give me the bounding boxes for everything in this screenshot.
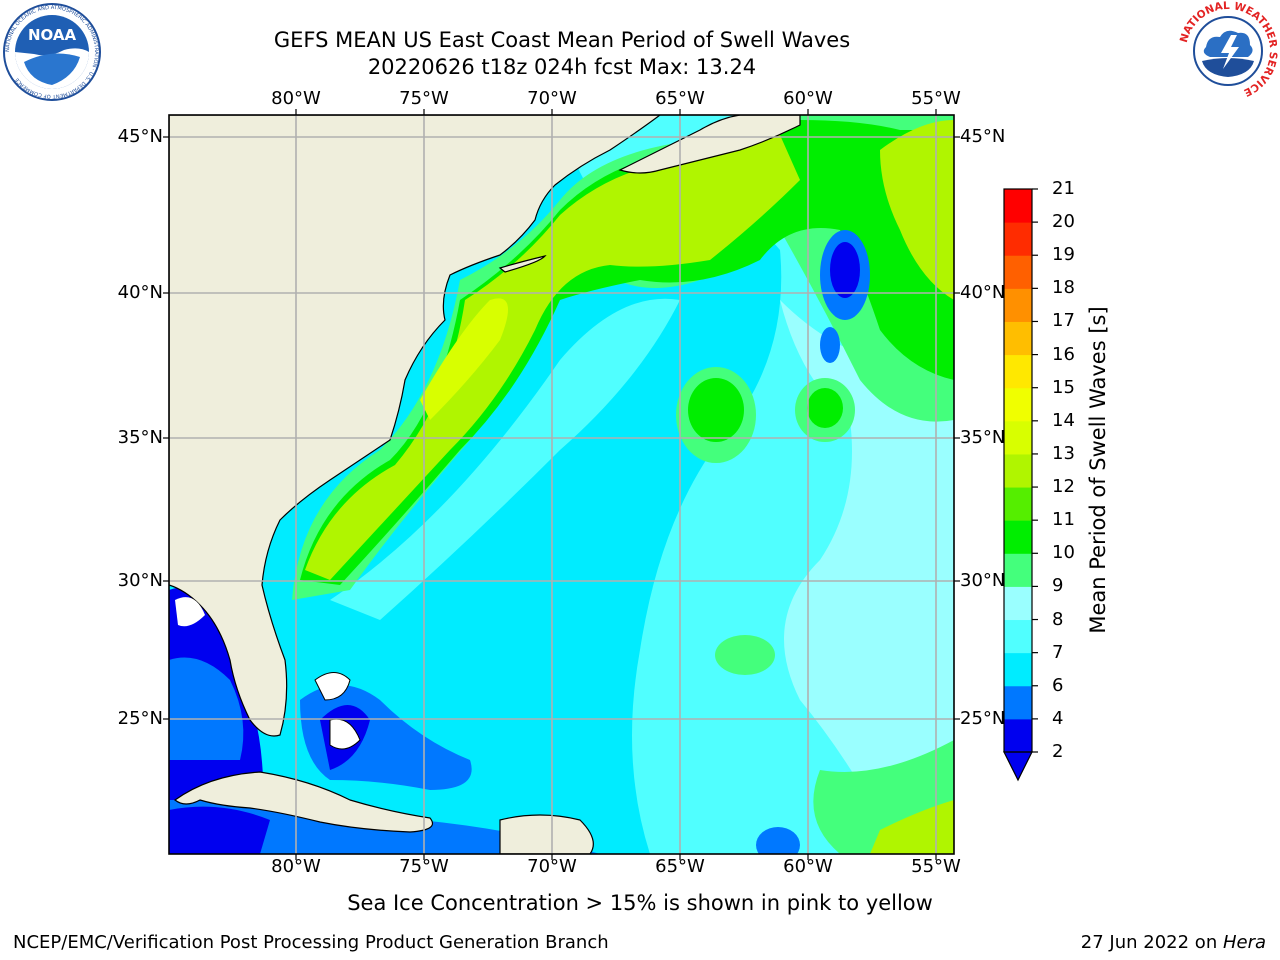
colorbar-tick-label: 15 <box>1052 376 1075 398</box>
lat-label-left: 35°N <box>117 427 163 448</box>
lon-label-top: 80°W <box>271 88 321 109</box>
colorbar-tick-label: 20 <box>1052 211 1075 233</box>
field-12s-coast <box>305 135 800 580</box>
lat-label-right: 25°N <box>960 708 1006 729</box>
lon-label-top: 70°W <box>527 88 577 109</box>
colorbar-segment <box>1004 619 1032 654</box>
field-12s-se <box>870 800 954 854</box>
map-subtitle: 20220626 t18z 024h fcst Max: 13.24 <box>367 55 757 79</box>
colorbar-tick-label: 17 <box>1052 310 1075 332</box>
colorbar-frame <box>1003 188 1033 753</box>
land-gulf-white <box>175 597 205 627</box>
field-11s-blob-b <box>807 388 843 428</box>
field-4s-cell-b <box>820 327 840 363</box>
land-hispaniola <box>499 814 594 854</box>
lon-label-top: 75°W <box>399 88 449 109</box>
colorbar-segment <box>1004 354 1032 389</box>
footer-branch: NCEP/EMC/Verification Post Processing Pr… <box>13 932 609 953</box>
field-13s-core <box>420 298 508 420</box>
land-bahamas-a <box>314 672 351 701</box>
colorbar-tick-label: 13 <box>1052 442 1075 464</box>
colorbar-tick-label: 21 <box>1052 178 1075 199</box>
colorbar-segment <box>1004 487 1032 521</box>
colorbar-segment <box>1004 321 1032 356</box>
colorbar-tick-label: 10 <box>1052 542 1075 564</box>
lat-label-right: 45°N <box>960 126 1006 147</box>
noaa-logo-text: NOAA <box>28 26 77 44</box>
noaa-logo: NOAA NATIONAL OCEANIC AND ATMOSPHERIC AD… <box>3 3 101 101</box>
colorbar-tick-label: 8 <box>1052 608 1064 630</box>
colorbar-tick-label: 11 <box>1052 509 1075 531</box>
colorbar-segment <box>1004 222 1032 256</box>
nws-logo: NATIONAL WEATHER SERVICE <box>1178 0 1279 100</box>
colorbar-tick-label: 2 <box>1052 741 1064 762</box>
field-7s-gulfstream <box>330 298 680 620</box>
colorbar-segment <box>1004 652 1032 687</box>
field-2s-cell <box>830 242 860 298</box>
colorbar-tick-label: 9 <box>1052 575 1064 597</box>
lat-label-left: 30°N <box>117 570 163 591</box>
map-title: GEFS MEAN US East Coast Mean Period of S… <box>273 28 851 52</box>
footer-date: 27 Jun 2022 on Hera <box>1080 932 1266 953</box>
colorbar-extend-arrow <box>1003 751 1033 782</box>
lat-label-right: 35°N <box>960 427 1006 448</box>
lon-label-bottom: 60°W <box>783 856 833 877</box>
colorbar-segment <box>1004 288 1032 322</box>
colorbar-tick-label: 18 <box>1052 277 1075 299</box>
colorbar-segment <box>1004 553 1032 587</box>
colorbar-tick-label: 19 <box>1052 244 1075 266</box>
lat-label-right: 30°N <box>960 570 1006 591</box>
colorbar-tick-label: 4 <box>1052 707 1064 729</box>
colorbar-tick-label: 14 <box>1052 409 1075 431</box>
colorbar-tick-label: 6 <box>1052 674 1064 696</box>
field-2s-caribbean <box>169 806 270 854</box>
land-bahamas-b <box>329 718 361 750</box>
lon-label-top: 60°W <box>783 88 833 109</box>
land-cuba <box>174 771 434 833</box>
colorbar-segment <box>1004 189 1032 223</box>
lon-label-bottom: 65°W <box>655 856 705 877</box>
field-4s-south <box>756 827 800 854</box>
colorbar-tick-label: 16 <box>1052 343 1075 365</box>
lat-label-right: 40°N <box>960 282 1006 303</box>
land-long-island <box>498 254 547 273</box>
lon-label-top: 55°W <box>911 88 961 109</box>
field-4s-gulf <box>169 657 244 760</box>
lon-label-bottom: 80°W <box>271 856 321 877</box>
colorbar-segment <box>1004 420 1032 455</box>
lat-label-left: 40°N <box>117 282 163 303</box>
colorbar-segment <box>1004 718 1032 753</box>
land-north-america <box>169 115 662 737</box>
map-frame <box>168 114 955 855</box>
colorbar-segment <box>1004 453 1032 488</box>
colorbar-title: Mean Period of Swell Waves [s] <box>1086 306 1110 634</box>
lat-label-left: 45°N <box>117 126 163 147</box>
colorbar-segment <box>1004 586 1032 621</box>
footer-host: Hera <box>1222 932 1266 953</box>
lon-label-bottom: 75°W <box>399 856 449 877</box>
field-10s-blob-c <box>715 635 775 675</box>
sea-ice-note: Sea Ice Concentration > 15% is shown in … <box>347 891 933 915</box>
field-11s-blob-a <box>688 378 744 442</box>
colorbar-segment <box>1004 685 1032 720</box>
lon-label-bottom: 55°W <box>911 856 961 877</box>
lat-label-left: 25°N <box>117 708 163 729</box>
lon-label-bottom: 70°W <box>527 856 577 877</box>
colorbar-segment <box>1004 520 1032 554</box>
lon-label-top: 65°W <box>655 88 705 109</box>
field-10s-coast <box>292 115 954 600</box>
colorbar-segment <box>1004 255 1032 289</box>
colorbar-segment <box>1004 387 1032 422</box>
map-gridlines <box>169 115 954 854</box>
colorbar-tick-label: 7 <box>1052 641 1064 663</box>
colorbar-tick-label: 12 <box>1052 476 1075 498</box>
land-nova-scotia <box>618 115 801 174</box>
